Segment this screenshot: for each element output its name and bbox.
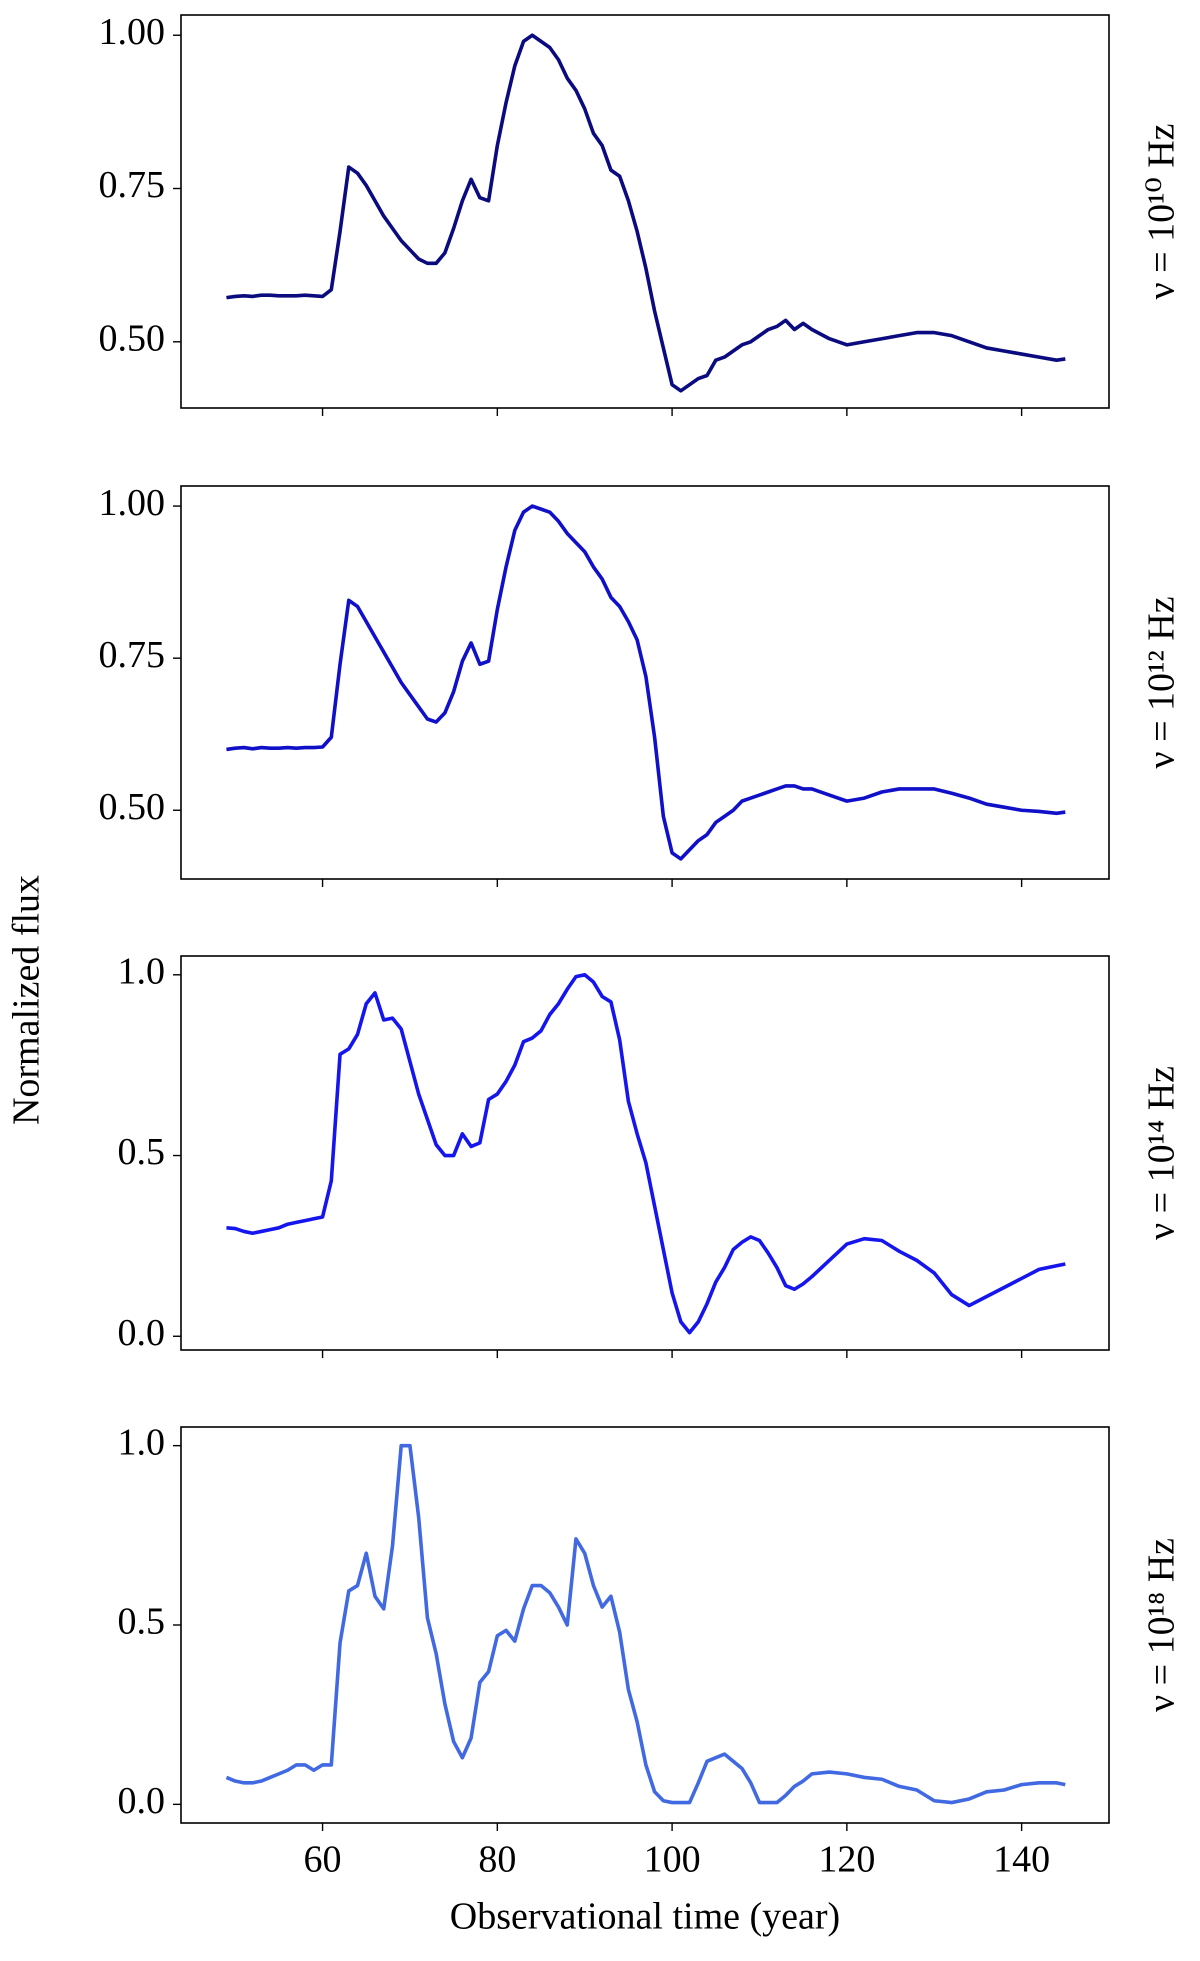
y-tick-label: 1.00 — [99, 11, 166, 53]
x-tick-label: 80 — [478, 1839, 516, 1881]
y-axis-label: Normalized flux — [6, 875, 48, 1125]
y-tick-label: 1.0 — [118, 1421, 166, 1463]
data-line — [226, 973, 1066, 1335]
plot-frame — [180, 14, 1110, 409]
panel-label: ν = 10¹⁰ Hz — [1141, 123, 1183, 299]
panel-label: ν = 10¹⁸ Hz — [1141, 1538, 1183, 1712]
y-tick-label: 0.0 — [118, 1312, 166, 1354]
x-tick-label: 140 — [993, 1839, 1050, 1881]
plot-frame — [180, 955, 1110, 1351]
plot-frame — [180, 485, 1110, 880]
x-tick-label: 120 — [818, 1839, 875, 1881]
data-line — [226, 33, 1066, 393]
x-tick-label: 100 — [644, 1839, 701, 1881]
y-tick-label: 1.00 — [99, 482, 166, 524]
data-line — [226, 504, 1066, 861]
y-tick-label: 0.50 — [99, 786, 166, 828]
panel-label: ν = 10¹⁴ Hz — [1141, 1066, 1183, 1240]
y-tick-label: 0.5 — [118, 1601, 166, 1643]
x-axis-label: Observational time (year) — [450, 1896, 840, 1938]
x-tick-label: 60 — [304, 1839, 342, 1881]
y-tick-label: 0.5 — [118, 1131, 166, 1173]
y-tick-label: 1.0 — [118, 951, 166, 993]
y-tick-label: 0.75 — [99, 634, 166, 676]
panel-label: ν = 10¹² Hz — [1141, 596, 1183, 768]
y-tick-label: 0.75 — [99, 164, 166, 206]
data-line — [225, 1443, 1066, 1805]
y-tick-label: 0.50 — [99, 318, 166, 360]
y-tick-label: 0.0 — [118, 1780, 166, 1822]
